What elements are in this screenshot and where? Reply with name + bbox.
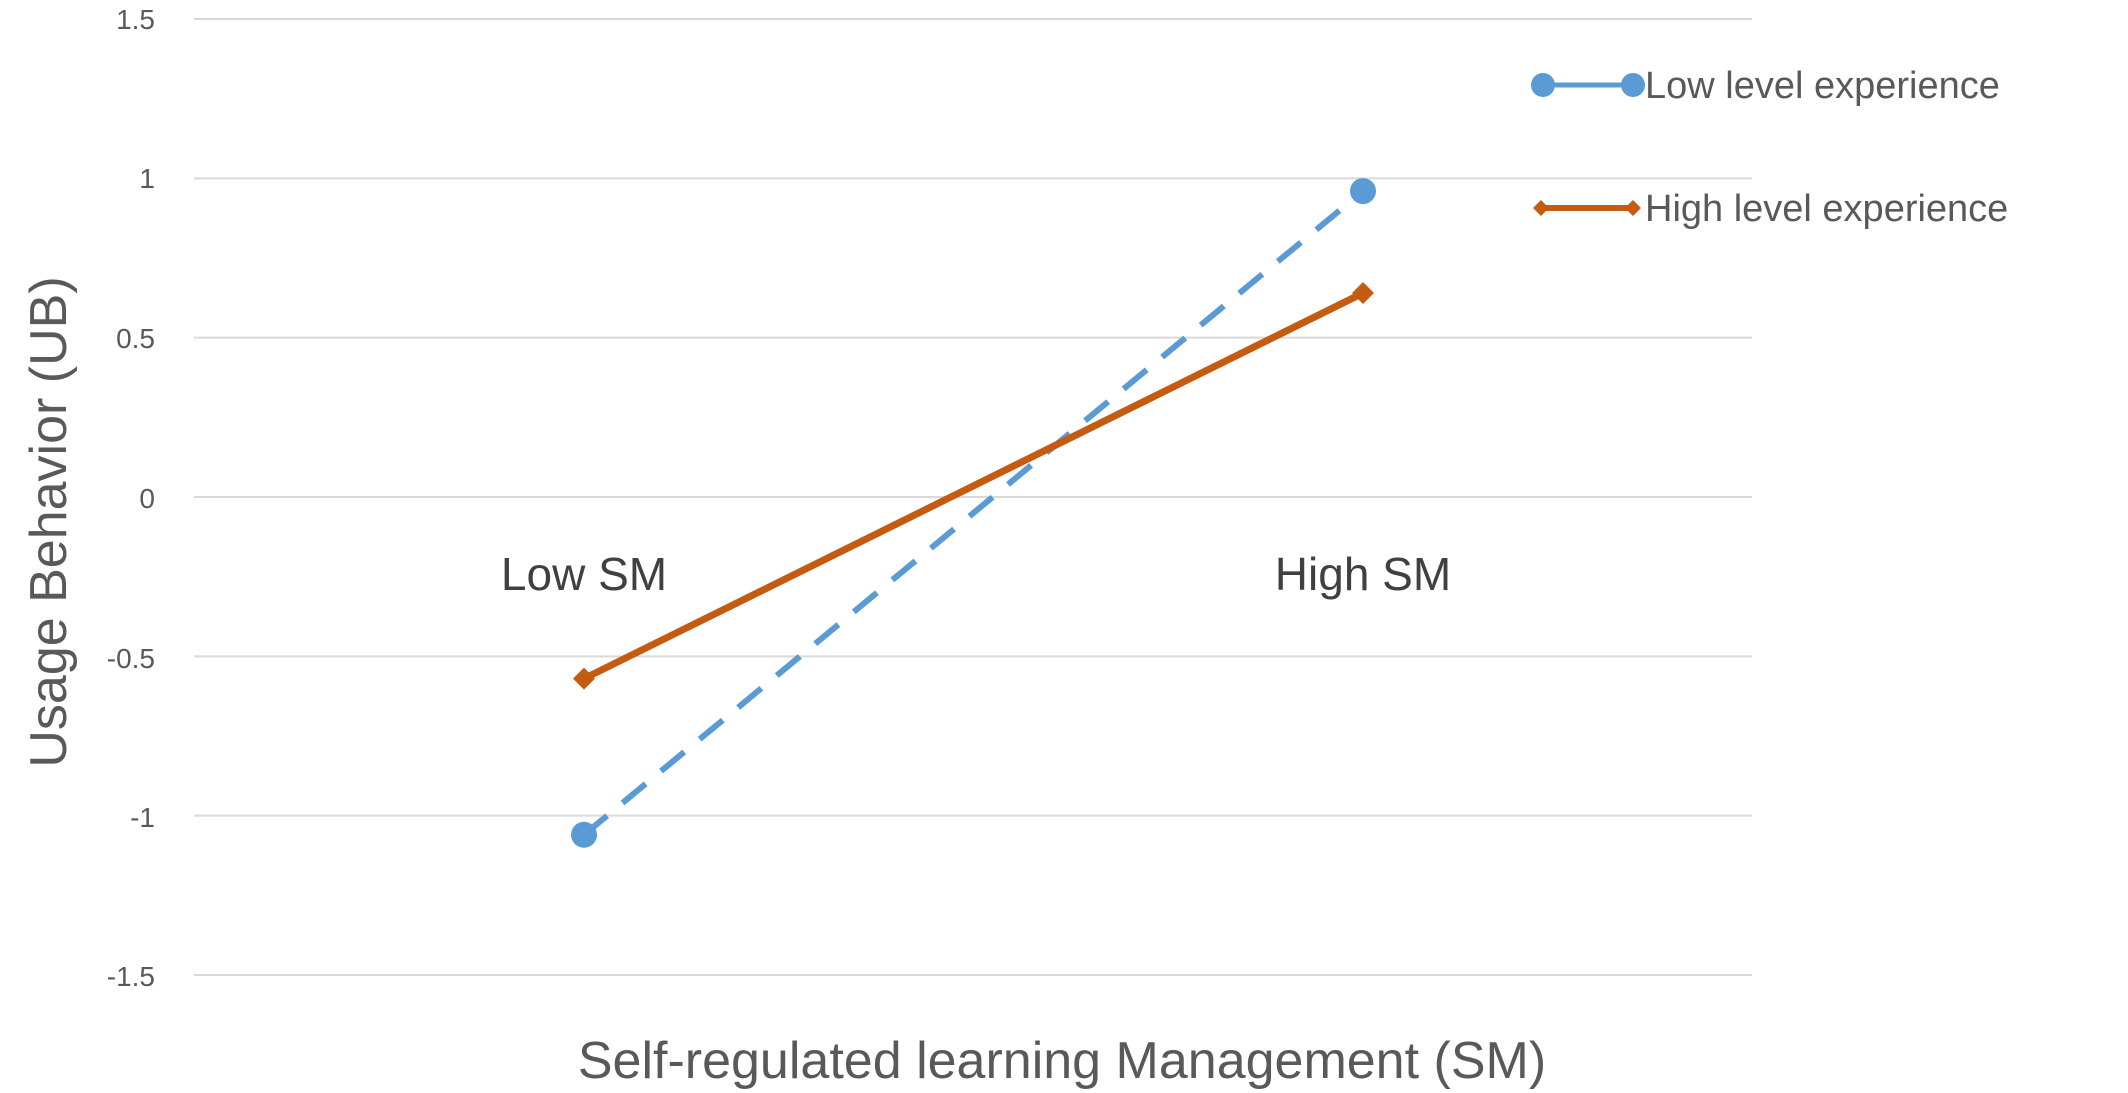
- legend-label: Low level experience: [1645, 65, 2000, 107]
- legend-swatch-marker: [1531, 73, 1555, 97]
- x-category-label-high-sm: High SM: [1275, 548, 1451, 600]
- data-point-marker: [1350, 178, 1376, 205]
- y-tick-label: 0: [139, 483, 155, 514]
- legend-item-high-level-experience: High level experience: [1533, 188, 2008, 230]
- x-category-label-low-sm: Low SM: [501, 548, 667, 600]
- x-axis-title: Self-regulated learning Management (SM): [578, 1032, 1546, 1090]
- series-line: [582, 289, 1365, 682]
- y-axis-title: Usage Behavior (UB): [20, 276, 78, 767]
- data-point-marker: [1352, 282, 1374, 305]
- legend-swatch-marker: [1625, 200, 1641, 216]
- y-tick-label: 0.5: [116, 323, 155, 354]
- data-point-marker: [571, 821, 597, 848]
- y-tick-label: 1.5: [116, 4, 155, 35]
- y-axis-ticks: 1.5 1 0.5 0 -0.5 -1 -1.5: [107, 4, 155, 992]
- y-tick-label: -0.5: [107, 643, 155, 674]
- series-line: [582, 188, 1365, 838]
- legend-label: High level experience: [1645, 188, 2008, 230]
- legend-swatch-marker: [1533, 200, 1549, 216]
- y-tick-label: -1: [130, 802, 155, 833]
- series-layer: [571, 178, 1376, 848]
- data-point-marker: [573, 667, 595, 690]
- gridlines: [194, 18, 1752, 976]
- legend-item-low-level-experience: Low level experience: [1531, 65, 2000, 107]
- legend-swatch-marker: [1621, 73, 1645, 97]
- y-tick-label: -1.5: [107, 961, 155, 992]
- legend: Low level experience High level experien…: [1531, 65, 2008, 230]
- y-tick-label: 1: [139, 163, 155, 194]
